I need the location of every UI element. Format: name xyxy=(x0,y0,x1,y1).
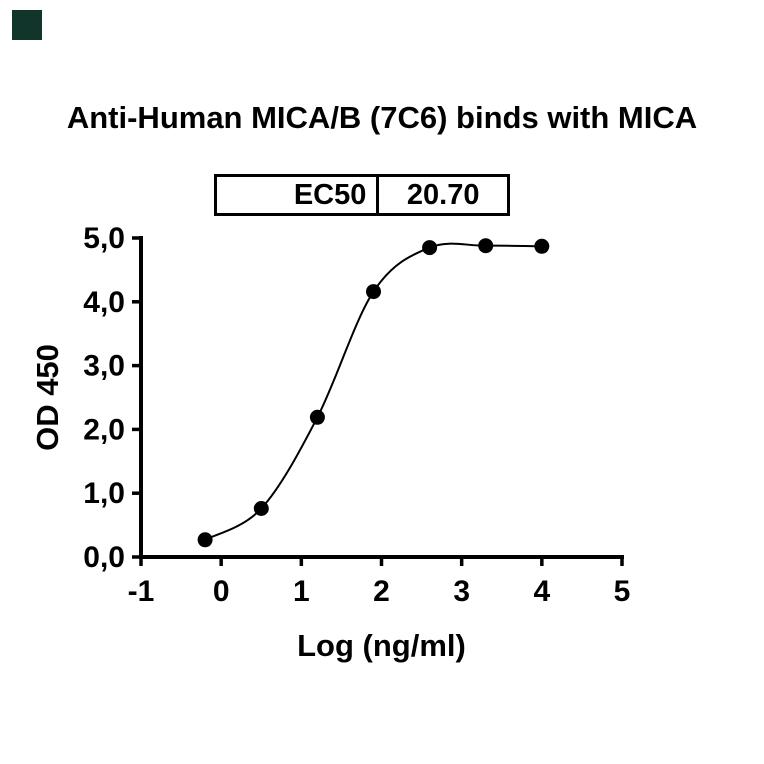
data-point xyxy=(534,238,550,254)
x-tick-label: 0 xyxy=(213,575,230,608)
data-point xyxy=(253,501,269,516)
data-point xyxy=(478,238,494,254)
y-tick-label: 4,0 xyxy=(83,286,125,319)
corner-logo-mark xyxy=(12,10,42,40)
x-tick-label: 1 xyxy=(293,575,310,608)
y-tick-label: 0,0 xyxy=(83,541,125,574)
y-tick-label: 3,0 xyxy=(83,350,125,383)
y-tick-label: 1,0 xyxy=(83,477,125,510)
ec50-table: EC50 20.70 xyxy=(214,174,510,216)
data-point xyxy=(309,409,325,425)
x-tick-label: 5 xyxy=(614,575,631,608)
ec50-value: 20.70 xyxy=(406,178,480,211)
x-tick-label: 2 xyxy=(373,575,390,608)
data-point xyxy=(366,284,381,300)
chart-title: Anti-Human MICA/B (7C6) binds with MICA xyxy=(66,100,698,135)
y-tick-label: 5,0 xyxy=(83,222,125,255)
ec50-label: EC50 xyxy=(217,177,380,213)
x-tick-label: -1 xyxy=(128,575,155,608)
data-point xyxy=(197,532,213,548)
y-axis-title: OD 450 xyxy=(30,344,65,451)
axes xyxy=(139,236,624,559)
data-point xyxy=(422,240,438,256)
x-tick-label: 3 xyxy=(453,575,470,608)
y-tick-label: 2,0 xyxy=(83,413,125,446)
x-axis-title: Log (ng/ml) xyxy=(297,628,466,663)
x-tick-label: 4 xyxy=(533,575,550,608)
